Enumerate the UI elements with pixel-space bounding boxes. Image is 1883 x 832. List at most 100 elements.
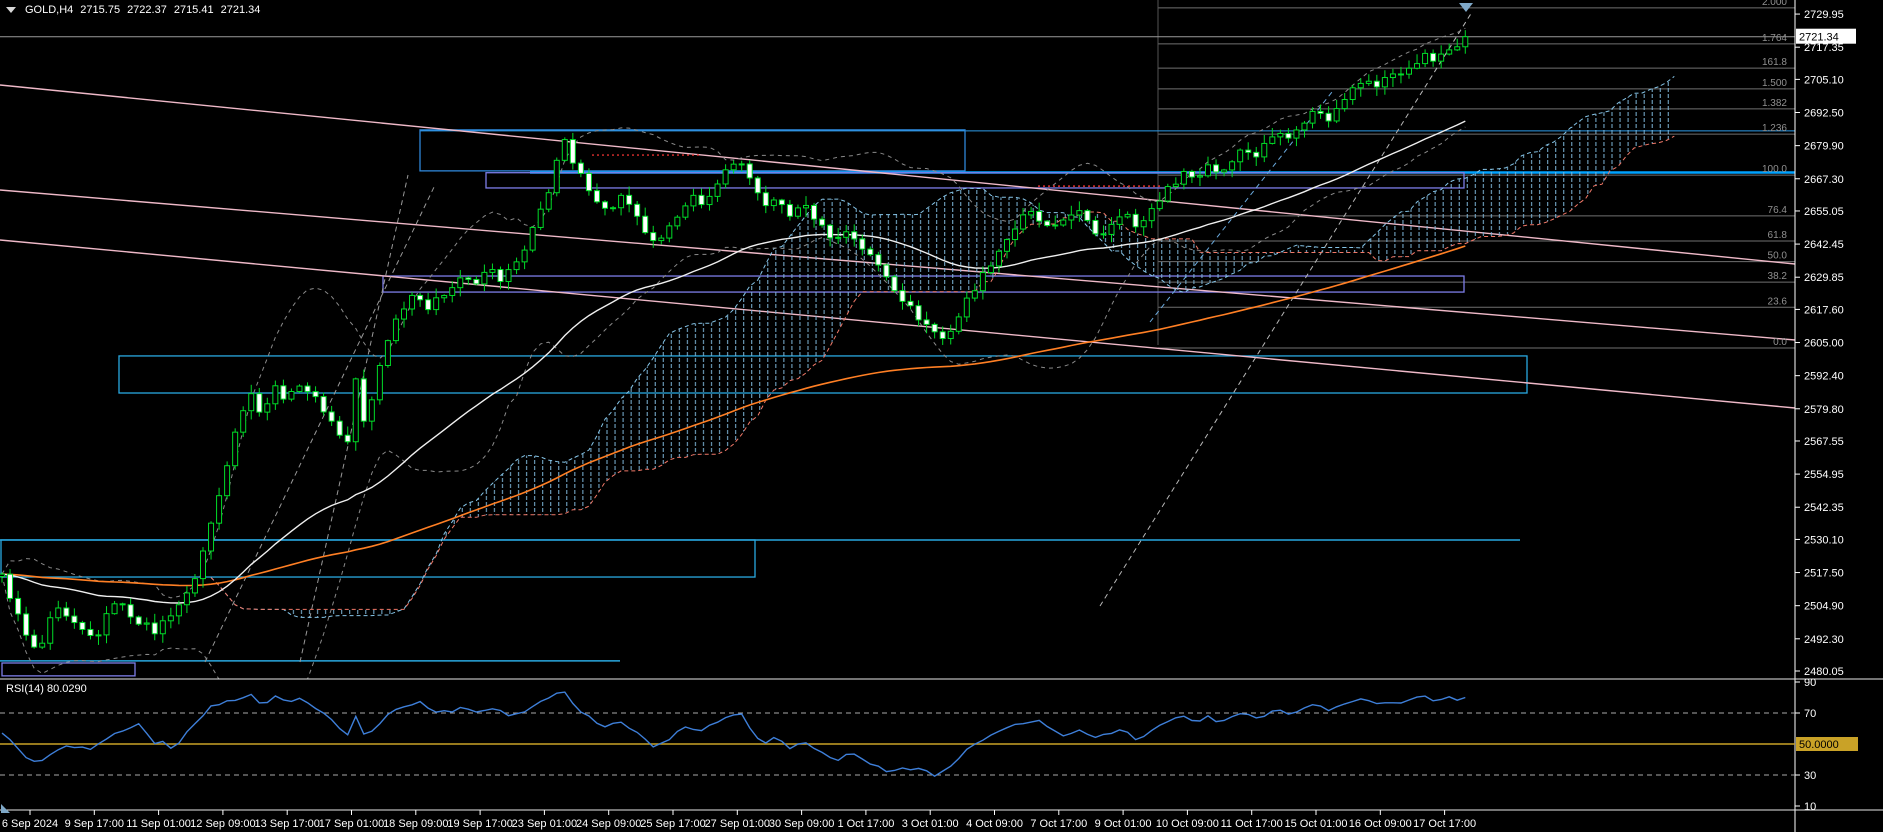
price-tick-label: 2705.10 bbox=[1804, 74, 1844, 86]
price-tick-label: 2542.35 bbox=[1804, 502, 1844, 514]
rsi-level-value-box bbox=[1796, 737, 1858, 751]
rsi-tick-label: 10 bbox=[1804, 801, 1816, 813]
time-tick-label: 27 Sep 01:00 bbox=[705, 818, 770, 830]
support-resistance-box bbox=[419, 129, 966, 172]
candle-body bbox=[1357, 82, 1364, 89]
fib-level-label: 50.0 bbox=[1768, 251, 1788, 262]
candle-body bbox=[1108, 223, 1115, 235]
candle-body bbox=[417, 294, 424, 301]
candle-body bbox=[1365, 80, 1372, 84]
main-price-panel[interactable]: 2.000 1.764 1.500 1.382 1.236 161.8 100.0 76.4 6… bbox=[0, 0, 1795, 725]
senkou-span-b-line bbox=[210, 135, 1675, 610]
price-tick-label: 2480.05 bbox=[1804, 666, 1844, 678]
time-tick-label: 11 Oct 17:00 bbox=[1221, 818, 1283, 830]
candle-body bbox=[1414, 63, 1421, 69]
time-tick-label: 16 Oct 09:00 bbox=[1349, 818, 1412, 830]
candle-body bbox=[1092, 219, 1099, 235]
candle-body bbox=[191, 578, 198, 594]
candle-body bbox=[923, 319, 930, 325]
price-axis[interactable]: 2729.95 2717.35 2705.10 2692.50 2679.90 2667.… bbox=[1794, 0, 1856, 832]
time-tick-label: 17 Oct 17:00 bbox=[1413, 818, 1476, 830]
rsi-axis[interactable]: 90 70 30 10 50.0000 bbox=[1795, 677, 1858, 813]
candle-body bbox=[384, 340, 391, 367]
candle-body bbox=[328, 411, 335, 422]
candle-body bbox=[819, 218, 826, 226]
fib-level-label: 2.000 bbox=[1762, 0, 1787, 8]
time-tick-label: 12 Sep 09:00 bbox=[190, 818, 255, 830]
time-tick-label: 25 Sep 17:00 bbox=[640, 818, 705, 830]
candle-body bbox=[1020, 214, 1027, 230]
rsi-panel[interactable] bbox=[0, 691, 1795, 778]
candle-body bbox=[23, 613, 30, 636]
candle-body bbox=[1229, 161, 1236, 171]
rsi-tick-label: 30 bbox=[1804, 770, 1816, 782]
price-tick-label: 2567.55 bbox=[1804, 436, 1844, 448]
candle-body bbox=[0, 573, 5, 577]
candle-body bbox=[360, 378, 367, 422]
candle-body bbox=[513, 261, 520, 271]
candle-body bbox=[786, 204, 793, 217]
price-tick-label: 2717.35 bbox=[1804, 42, 1844, 54]
candle-body bbox=[1164, 186, 1171, 202]
candle-body bbox=[1301, 122, 1308, 131]
time-tick-label: 24 Sep 09:00 bbox=[576, 818, 641, 830]
price-tick-label: 2679.90 bbox=[1804, 141, 1844, 153]
price-tick-label: 2517.50 bbox=[1804, 568, 1844, 580]
price-tick-label: 2492.30 bbox=[1804, 634, 1844, 646]
candle-body bbox=[553, 159, 560, 194]
candle-body bbox=[690, 194, 697, 207]
candle-body bbox=[1188, 170, 1195, 178]
rsi-line bbox=[1, 691, 1466, 778]
candle-body bbox=[1221, 169, 1228, 173]
candle-body bbox=[1116, 216, 1123, 225]
candle-body bbox=[1349, 87, 1356, 101]
candle-body bbox=[762, 192, 769, 207]
candle-body bbox=[569, 139, 576, 164]
candle-body bbox=[240, 410, 247, 433]
candle-body bbox=[1124, 213, 1131, 218]
candle-body bbox=[577, 162, 584, 174]
candle-body bbox=[111, 603, 118, 615]
candle-body bbox=[425, 299, 432, 311]
time-tick-label: 1 Oct 17:00 bbox=[837, 818, 894, 830]
time-axis[interactable]: 6 Sep 2024 9 Sep 17:00 11 Sep 01:00 12 Sep … bbox=[2, 810, 1476, 830]
candle-body bbox=[71, 615, 78, 624]
support-resistance-box bbox=[0, 539, 756, 578]
candle-body bbox=[320, 396, 327, 413]
candle-body bbox=[1462, 36, 1469, 48]
fib-level-label: 100.0 bbox=[1762, 164, 1787, 175]
candle-body bbox=[47, 617, 54, 644]
candle-body bbox=[1140, 220, 1147, 228]
candle-body bbox=[1132, 213, 1139, 228]
candle-body bbox=[15, 597, 22, 615]
candle-body bbox=[1422, 52, 1429, 65]
candle-body bbox=[666, 225, 673, 239]
time-tick-label: 15 Oct 01:00 bbox=[1285, 818, 1348, 830]
candle-body bbox=[63, 607, 70, 617]
ohlc-close: 2721.34 bbox=[220, 4, 261, 16]
dashed-trendline bbox=[299, 174, 409, 663]
candle-body bbox=[537, 208, 544, 228]
fib-level-label: 161.8 bbox=[1762, 57, 1787, 68]
candle-body bbox=[272, 385, 279, 405]
candle-body bbox=[103, 613, 110, 636]
candle-body bbox=[449, 287, 456, 296]
symbol-dropdown-icon[interactable] bbox=[6, 7, 16, 13]
candle-body bbox=[7, 573, 14, 599]
candle-body bbox=[31, 634, 38, 648]
candle-series bbox=[0, 30, 1469, 650]
price-tick-label: 2692.50 bbox=[1804, 108, 1844, 120]
candle-body bbox=[1309, 110, 1316, 124]
candle-body bbox=[915, 305, 922, 321]
candle-body bbox=[401, 308, 407, 320]
candle-body bbox=[248, 393, 255, 412]
candle-body bbox=[1430, 52, 1437, 62]
current-price-label: 2721.34 bbox=[1799, 32, 1839, 44]
candle-body bbox=[883, 264, 890, 278]
candle-body bbox=[987, 265, 994, 274]
candle-body bbox=[143, 622, 150, 625]
candle-body bbox=[1285, 132, 1292, 139]
candle-body bbox=[811, 204, 818, 220]
candle-body bbox=[1269, 136, 1276, 144]
